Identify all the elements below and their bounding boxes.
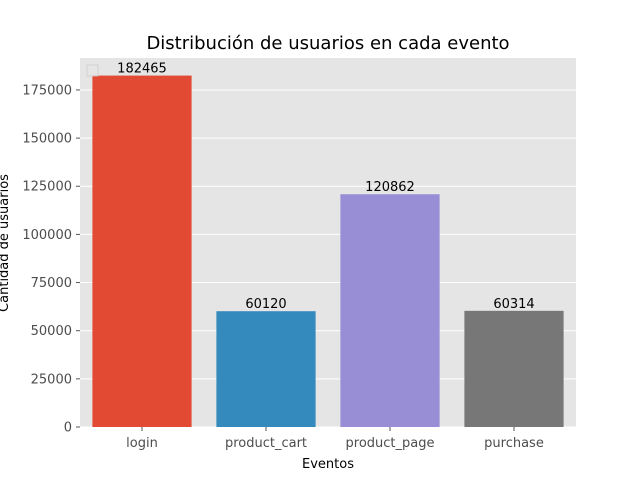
data-label-purchase: 60314 [493,297,534,312]
y-tick-label: 75000 [31,276,72,291]
x-axis-title: Eventos [302,457,354,472]
x-tick-label-product_cart: product_cart [225,436,307,451]
y-tick-label: 150000 [22,132,72,147]
data-label-product_cart: 60120 [245,297,286,312]
y-axis-title: Cantidad de usuarios [0,174,12,312]
chart-title: Distribución de usuarios en cada evento [146,33,509,54]
y-axis-ticks: 0 25000 50000 75000 100000 125000 150000 175000 [22,83,80,436]
y-tick-label: 0 [64,421,72,436]
y-tick-label: 175000 [22,83,72,98]
x-axis-ticks: login product_cart product_page purchase [126,427,544,451]
x-tick-label-login: login [126,436,158,451]
legend-box [86,64,99,77]
x-tick-label-product_page: product_page [346,436,435,451]
bar-login [92,75,192,427]
y-tick-label: 100000 [22,228,72,243]
data-labels: 182465 60120 120862 60314 [117,62,535,313]
y-tick-label: 125000 [22,180,72,195]
bar-product_cart [216,311,316,427]
y-tick-label: 25000 [31,372,72,387]
x-tick-label-purchase: purchase [484,436,544,451]
bar-product_page [340,194,440,427]
bars [92,75,564,427]
data-label-login: 182465 [117,62,167,77]
bar-purchase [464,310,564,427]
y-tick-label: 50000 [31,324,72,339]
data-label-product_page: 120862 [365,180,415,195]
